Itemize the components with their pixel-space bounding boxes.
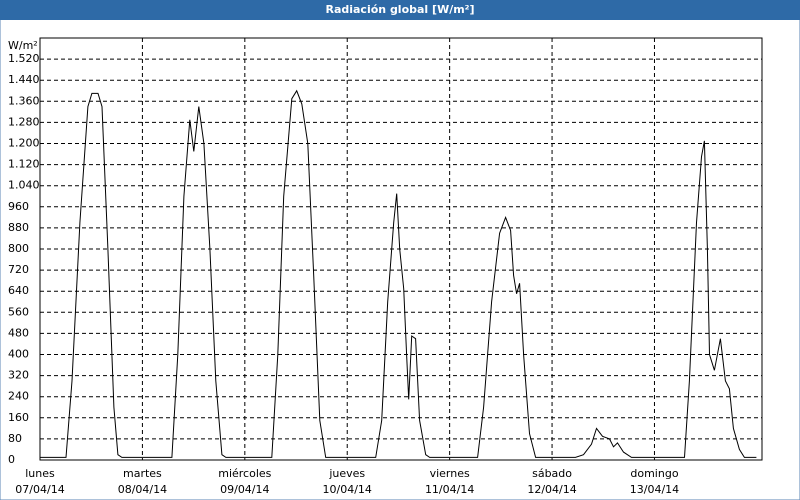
chart-title: Radiación global [W/m²] (325, 3, 474, 16)
x-tick-label: miércoles (218, 467, 271, 480)
x-tick-label: domingo (630, 467, 678, 480)
y-tick-label: 240 (8, 390, 29, 403)
y-tick-label: 1.520 (8, 52, 40, 65)
x-tick-date: 12/04/14 (527, 483, 576, 496)
y-tick-label: 1.360 (8, 94, 40, 107)
x-tick-label: martes (123, 467, 162, 480)
x-tick-date: 13/04/14 (630, 483, 679, 496)
y-tick-label: 640 (8, 284, 29, 297)
x-tick-date: 11/04/14 (425, 483, 474, 496)
y-tick-label: 720 (8, 263, 29, 276)
y-tick-label: 400 (8, 348, 29, 361)
x-tick-date: 09/04/14 (220, 483, 269, 496)
y-tick-label: 160 (8, 411, 29, 424)
y-tick-label: 1.440 (8, 73, 40, 86)
y-tick-label: 960 (8, 200, 29, 213)
y-axis-label: W/m² (8, 39, 38, 52)
y-tick-label: 480 (8, 326, 29, 339)
data-line (40, 89, 757, 458)
x-tick-label: sábado (532, 467, 572, 480)
x-tick-label: viernes (430, 467, 470, 480)
title-bar (0, 0, 800, 20)
y-tick-label: 1.040 (8, 179, 40, 192)
x-tick-date: 10/04/14 (323, 483, 372, 496)
y-tick-label: 800 (8, 242, 29, 255)
x-tick-date: 08/04/14 (118, 483, 167, 496)
y-tick-label: 320 (8, 369, 29, 382)
y-tick-label: 1.120 (8, 158, 40, 171)
y-tick-label: 560 (8, 305, 29, 318)
x-tick-date: 07/04/14 (15, 483, 64, 496)
y-tick-label: 880 (8, 221, 29, 234)
x-tick-label: lunes (25, 467, 55, 480)
y-tick-label: 1.280 (8, 115, 40, 128)
y-tick-label: 0 (8, 453, 15, 466)
y-tick-label: 1.200 (8, 137, 40, 150)
y-tick-label: 80 (8, 432, 22, 445)
x-tick-label: jueves (328, 467, 365, 480)
